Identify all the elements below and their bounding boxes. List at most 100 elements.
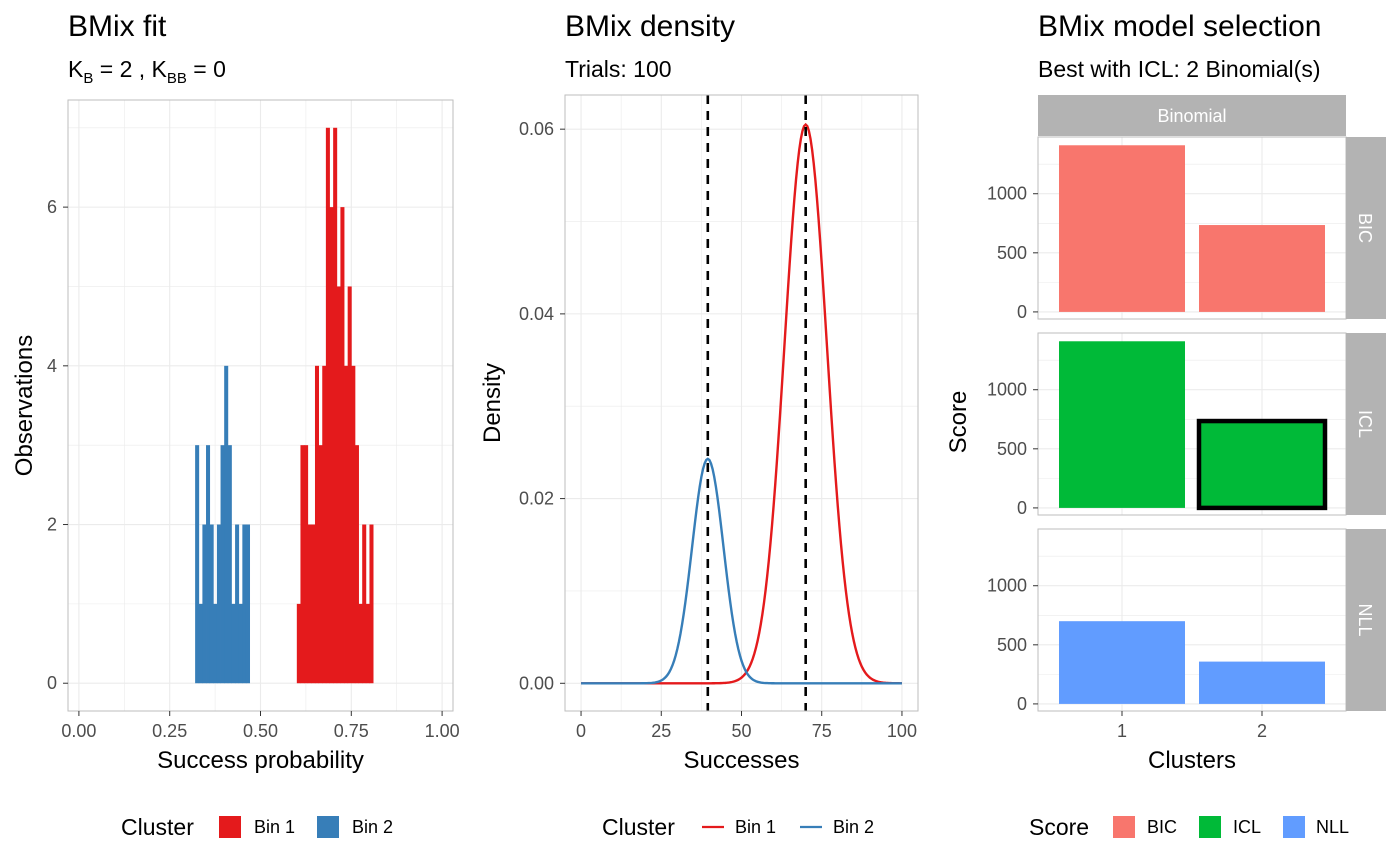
density-x-tick-label: 0 [576, 721, 586, 741]
fit-bar-bin2 [224, 365, 229, 684]
selection-x-tick-label: 1 [1117, 721, 1127, 741]
fit-bar-bin1 [362, 524, 367, 684]
density-y-tick-label: 0.04 [519, 304, 554, 324]
fit-bar-bin1 [307, 524, 312, 684]
fit-bar-bin2 [198, 603, 203, 684]
fit-bar-bin2 [206, 445, 211, 684]
fit-title: BMix fit [68, 10, 167, 43]
fit-bar-bin1 [358, 603, 363, 684]
fit-bar-bin2 [195, 445, 200, 684]
fit-bar-bin1 [336, 286, 341, 684]
fit-bar-bin1 [325, 127, 330, 684]
fit-bar-bin1 [344, 365, 349, 684]
density-y-tick-label: 0.06 [519, 119, 554, 139]
fit-bar-bin2 [235, 524, 240, 684]
selection-y-tick-label: 1000 [987, 576, 1027, 596]
density-x-axis: 0 25 50 75 100 [576, 711, 917, 741]
selection-strip-nll [1346, 529, 1386, 711]
density-gridlines [565, 95, 918, 711]
fit-bar-bin1 [340, 207, 345, 684]
fit-x-tick-label: 1.00 [425, 721, 460, 741]
fit-bar-bin1 [347, 286, 352, 684]
fit-bar-bin2 [220, 445, 225, 684]
fit-bar-bin2 [245, 524, 251, 684]
fit-bar-bin1 [304, 445, 309, 684]
fit-y-tick-label: 2 [47, 515, 57, 535]
density-legend: Cluster Bin 1 Bin 2 [602, 814, 874, 840]
fit-legend-label-bin1: Bin 1 [254, 817, 295, 837]
density-y-tick-label: 0.00 [519, 673, 554, 693]
model-selection-plot: BMix model selection Best with ICL: 2 Bi… [945, 10, 1386, 840]
selection-y-tick-label: 1000 [987, 380, 1027, 400]
fit-legend-title: Cluster [121, 814, 194, 840]
selection-title: BMix model selection [1038, 10, 1321, 43]
density-curves [581, 122, 902, 685]
selection-facet-nll: NLL 0 500 1000 [987, 528, 1386, 714]
selection-y-tick-label: 500 [997, 439, 1027, 459]
selection-legend-label-bic: BIC [1147, 817, 1177, 837]
fit-bar-bin1 [333, 127, 338, 684]
fit-bar-bin2 [202, 524, 207, 684]
density-y-axis-title: Density [479, 363, 506, 443]
density-x-tick-label: 75 [812, 721, 832, 741]
fit-bar-bin1 [351, 365, 356, 684]
fit-subtitle: KB = 2 , KBB = 0 [68, 56, 226, 87]
selection-subtitle: Best with ICL: 2 Binomial(s) [1038, 56, 1320, 82]
selection-strip-binomial [1038, 95, 1346, 136]
fit-histogram [195, 127, 374, 684]
selection-strip-icl-label: ICL [1355, 410, 1375, 438]
density-x-axis-title: Successes [683, 747, 799, 774]
density-y-axis: 0.00 0.02 0.04 0.06 [519, 119, 565, 693]
density-subtitle: Trials: 100 [565, 56, 672, 82]
selection-bar-nll-1 [1059, 621, 1185, 704]
fit-bar-bin1 [311, 524, 316, 684]
selection-legend-swatch-bic [1113, 816, 1135, 838]
selection-strip-bic-label: BIC [1355, 213, 1375, 243]
density-legend-label-bin1: Bin 1 [735, 817, 776, 837]
fit-bar-bin1 [296, 603, 301, 684]
fit-legend-swatch-bin2 [317, 816, 339, 838]
selection-legend-swatch-nll [1283, 816, 1305, 838]
selection-facets: BIC 0 500 1000 ICL 0 500 1000 NLL 0 500 1000 [987, 136, 1386, 714]
fit-legend-swatch-bin1 [219, 816, 241, 838]
selection-bar-icl-2 [1196, 418, 1328, 511]
selection-bar-bic-1 [1059, 145, 1185, 312]
fit-y-axis: 0 2 4 6 [47, 197, 68, 693]
density-x-tick-label: 50 [731, 721, 751, 741]
selection-y-tick-label: 0 [1017, 694, 1027, 714]
fit-y-tick-label: 4 [47, 356, 57, 376]
selection-y-axis-title: Score [945, 391, 972, 454]
selection-y-tick-label: 0 [1017, 302, 1027, 322]
fit-gridlines [68, 100, 453, 711]
fit-x-tick-label: 0.50 [243, 721, 278, 741]
fit-bar-bin2 [227, 445, 232, 684]
fit-y-axis-title: Observations [11, 335, 38, 476]
selection-y-tick-label: 0 [1017, 498, 1027, 518]
fit-plot: BMix fit KB = 2 , KBB = 0 0.00 0.25 0.50 0.… [11, 10, 460, 840]
fit-bar-bin2 [242, 524, 247, 684]
fit-legend-label-bin2: Bin 2 [352, 817, 393, 837]
fit-bar-bin1 [314, 365, 320, 684]
selection-y-tick-label: 500 [997, 635, 1027, 655]
density-legend-title: Cluster [602, 814, 675, 840]
fit-x-tick-label: 0.75 [334, 721, 369, 741]
selection-y-tick-label: 500 [997, 243, 1027, 263]
selection-bar-nll-2 [1199, 661, 1325, 704]
fit-bar-bin1 [369, 524, 374, 684]
selection-strip-nll-label: NLL [1355, 603, 1375, 636]
selection-x-tick-label: 2 [1257, 721, 1267, 741]
fit-x-tick-label: 0.25 [152, 721, 187, 741]
fit-bar-bin2 [231, 603, 236, 684]
selection-bar-bic-2 [1199, 225, 1325, 312]
selection-y-tick-label: 1000 [987, 184, 1027, 204]
fit-legend: Cluster Bin 1 Bin 2 [121, 814, 393, 840]
fit-bar-bin2 [209, 524, 214, 684]
fit-bar-bin1 [365, 603, 370, 684]
fit-bar-bin1 [300, 445, 305, 684]
density-x-tick-label: 25 [651, 721, 671, 741]
selection-legend-label-icl: ICL [1233, 817, 1261, 837]
selection-strip-bic [1346, 137, 1386, 319]
density-title: BMix density [565, 10, 735, 43]
